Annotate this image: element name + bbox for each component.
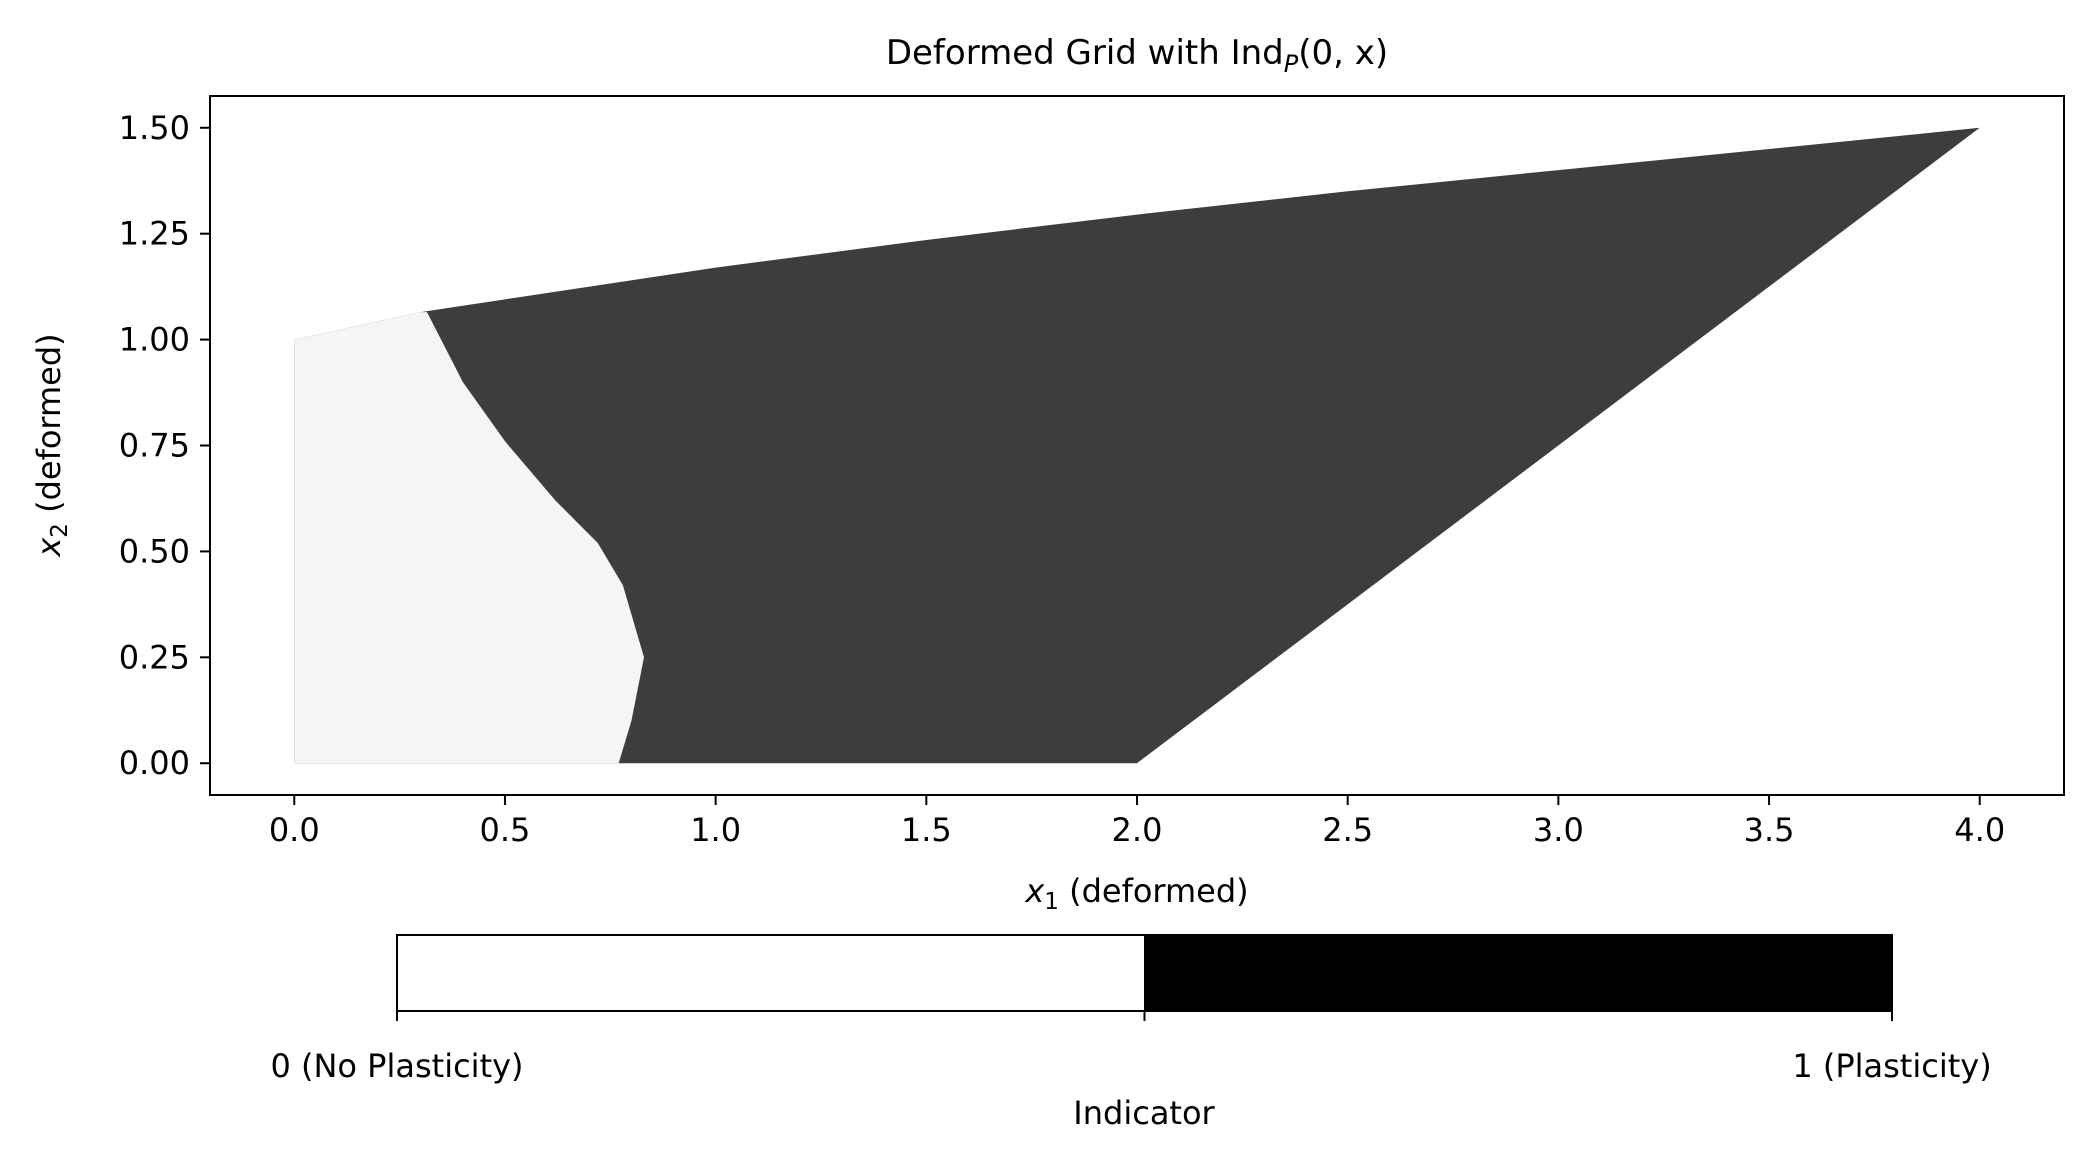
x-tick-label: 3.0 — [1533, 811, 1584, 849]
colorbar-segment-0 — [397, 935, 1144, 1011]
x-tick-label: 3.5 — [1744, 811, 1795, 849]
no-plasticity-region — [294, 312, 644, 764]
chart-title: Deformed Grid with IndP(0, x) — [886, 33, 1388, 78]
colorbar-ticks: 0 (No Plasticity) 1 (Plasticity) — [270, 1011, 1992, 1085]
y-tick-label: 1.00 — [119, 321, 190, 359]
colorbar-label: Indicator — [1073, 1094, 1215, 1132]
x-tick-label: 1.5 — [901, 811, 952, 849]
y-tick-label: 0.00 — [119, 744, 190, 782]
x-tick-label: 2.5 — [1322, 811, 1373, 849]
plasticity-region — [294, 127, 1980, 764]
colorbar-tick-label: 1 (Plasticity) — [1792, 1047, 1991, 1085]
x-tick-label: 0.0 — [269, 811, 320, 849]
x-tick-label: 2.0 — [1112, 811, 1163, 849]
y-axis-label: x2 (deformed) — [30, 333, 73, 557]
x-tick-label: 1.0 — [690, 811, 741, 849]
y-tick-label: 1.50 — [119, 109, 190, 147]
y-tick-label: 0.25 — [119, 638, 190, 676]
plot-area — [294, 127, 1980, 764]
colorbar: 0 (No Plasticity) 1 (Plasticity) Indicato… — [270, 934, 1992, 1132]
x-tick-label: 4.0 — [1954, 811, 2005, 849]
y-tick-label: 0.50 — [119, 532, 190, 570]
y-tick-label: 1.25 — [119, 215, 190, 253]
y-axis-ticks: 0.00 0.25 0.50 0.75 1.00 1.25 1.50 — [119, 109, 210, 782]
colorbar-segment-1 — [1144, 935, 1892, 1011]
colorbar-tick-label: 0 (No Plasticity) — [270, 1047, 523, 1085]
x-tick-label: 0.5 — [480, 811, 531, 849]
y-tick-label: 0.75 — [119, 427, 190, 465]
x-axis-ticks: 0.0 0.5 1.0 1.5 2.0 2.5 3.0 3.5 4.0 — [269, 795, 2005, 849]
x-axis-label: x1 (deformed) — [1024, 872, 1248, 915]
